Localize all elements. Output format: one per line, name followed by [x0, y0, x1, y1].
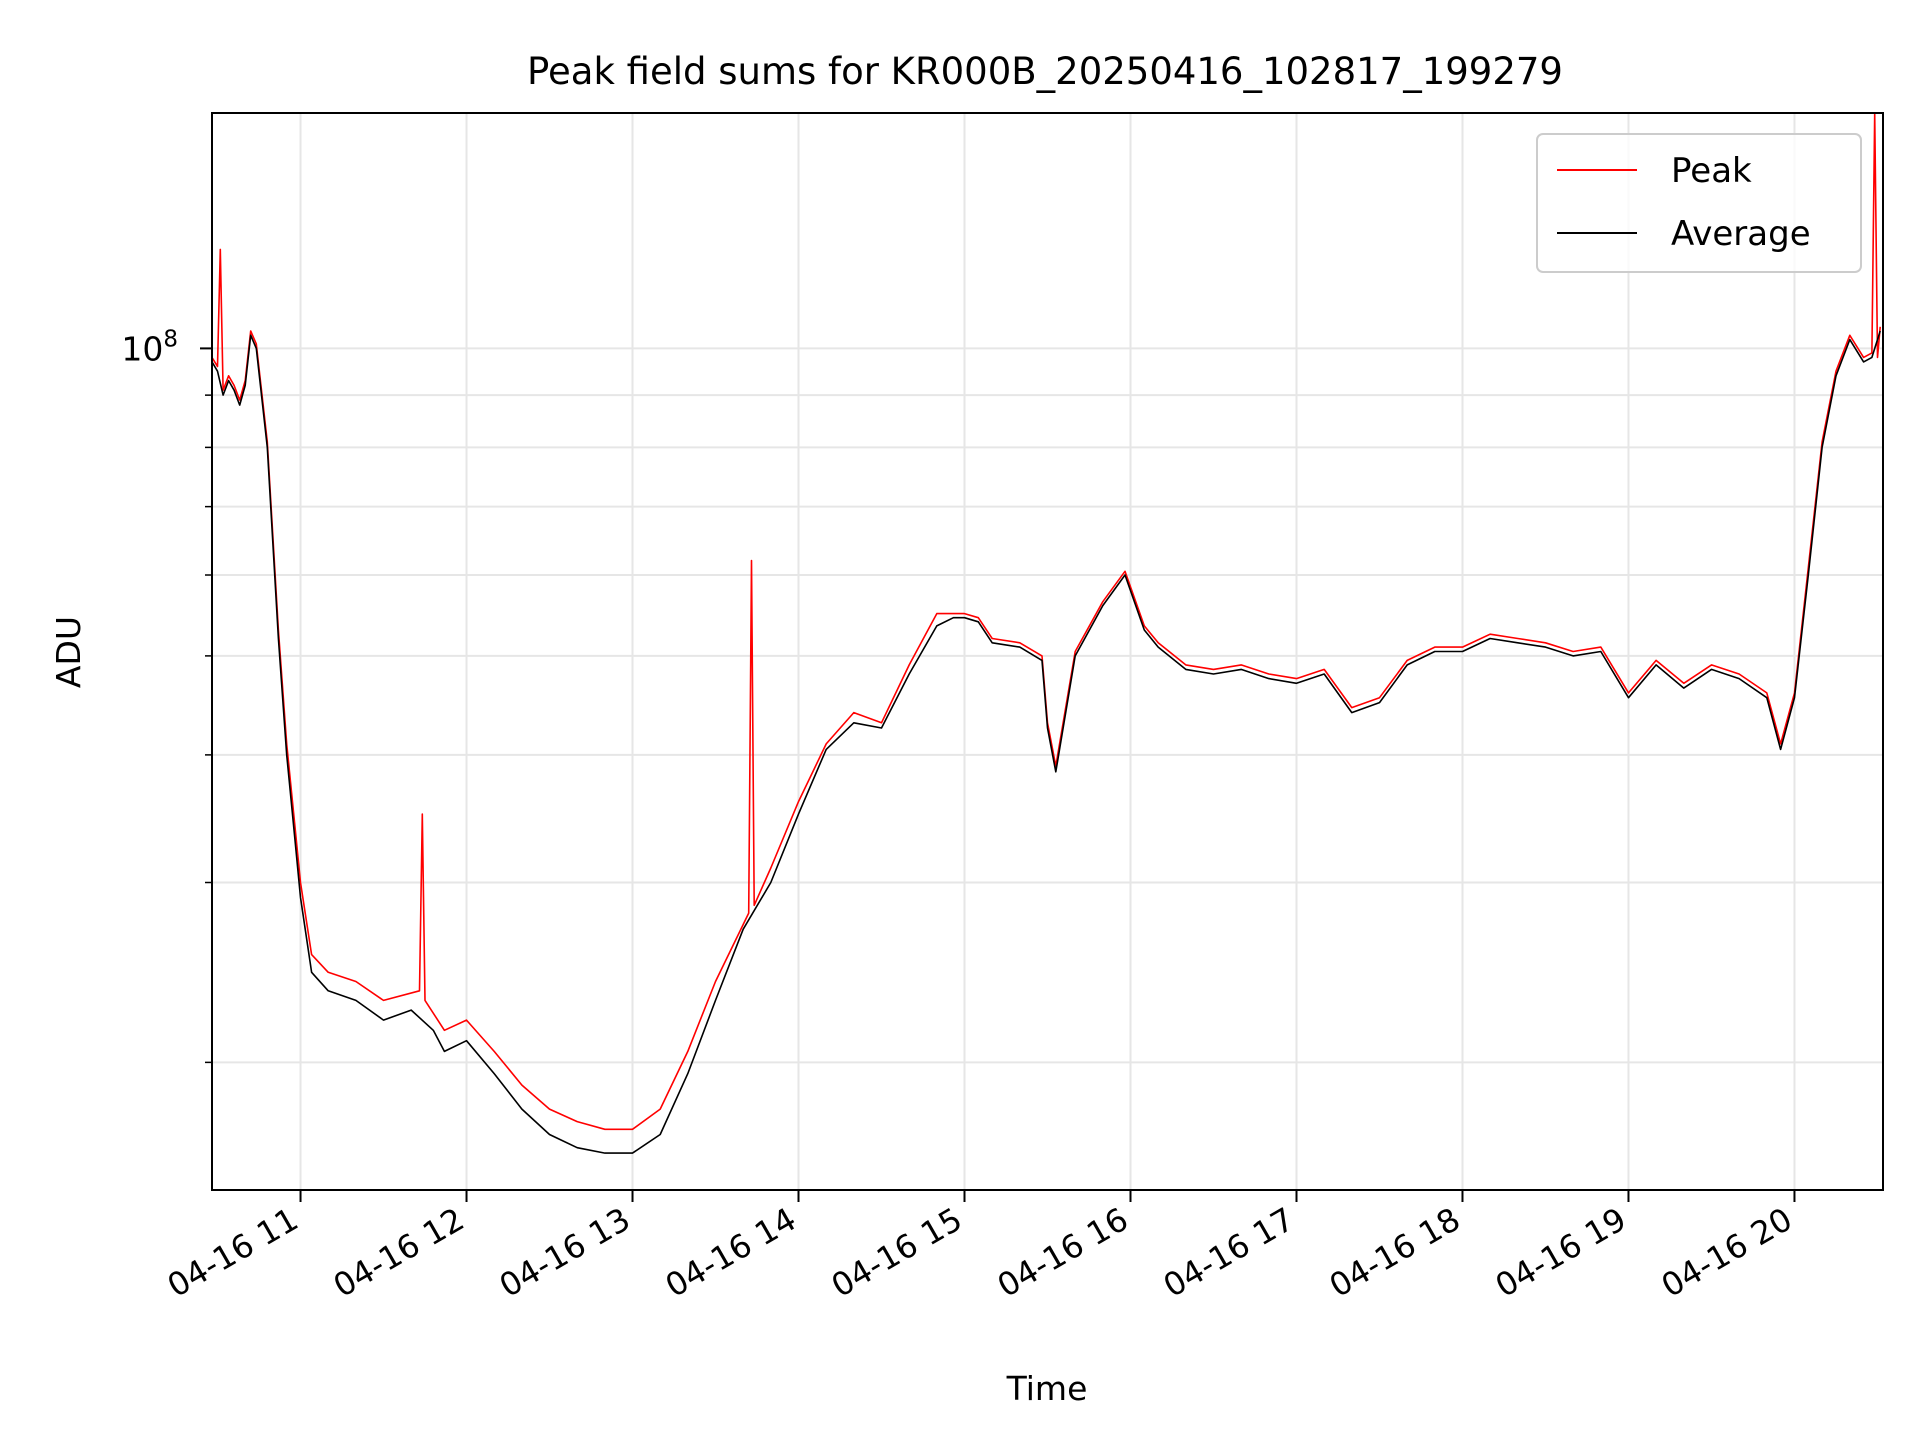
y-tick-label: 108: [121, 326, 178, 368]
legend-label-peak: Peak: [1671, 151, 1752, 191]
legend: Peak Average: [1536, 133, 1862, 273]
series-line-average: [211, 330, 1881, 1154]
series-line-peak: [211, 112, 1881, 1131]
legend-label-average: Average: [1671, 214, 1811, 254]
plot-frame: [211, 112, 1884, 1191]
chart-title: Peak field sums for KR000B_20250416_1028…: [527, 50, 1563, 93]
series-layer: [211, 112, 1881, 1154]
legend-frame: [1536, 133, 1862, 273]
y-axis-label: ADU: [49, 616, 88, 688]
grid: [212, 113, 1883, 1190]
x-axis-label: Time: [1006, 1369, 1088, 1408]
